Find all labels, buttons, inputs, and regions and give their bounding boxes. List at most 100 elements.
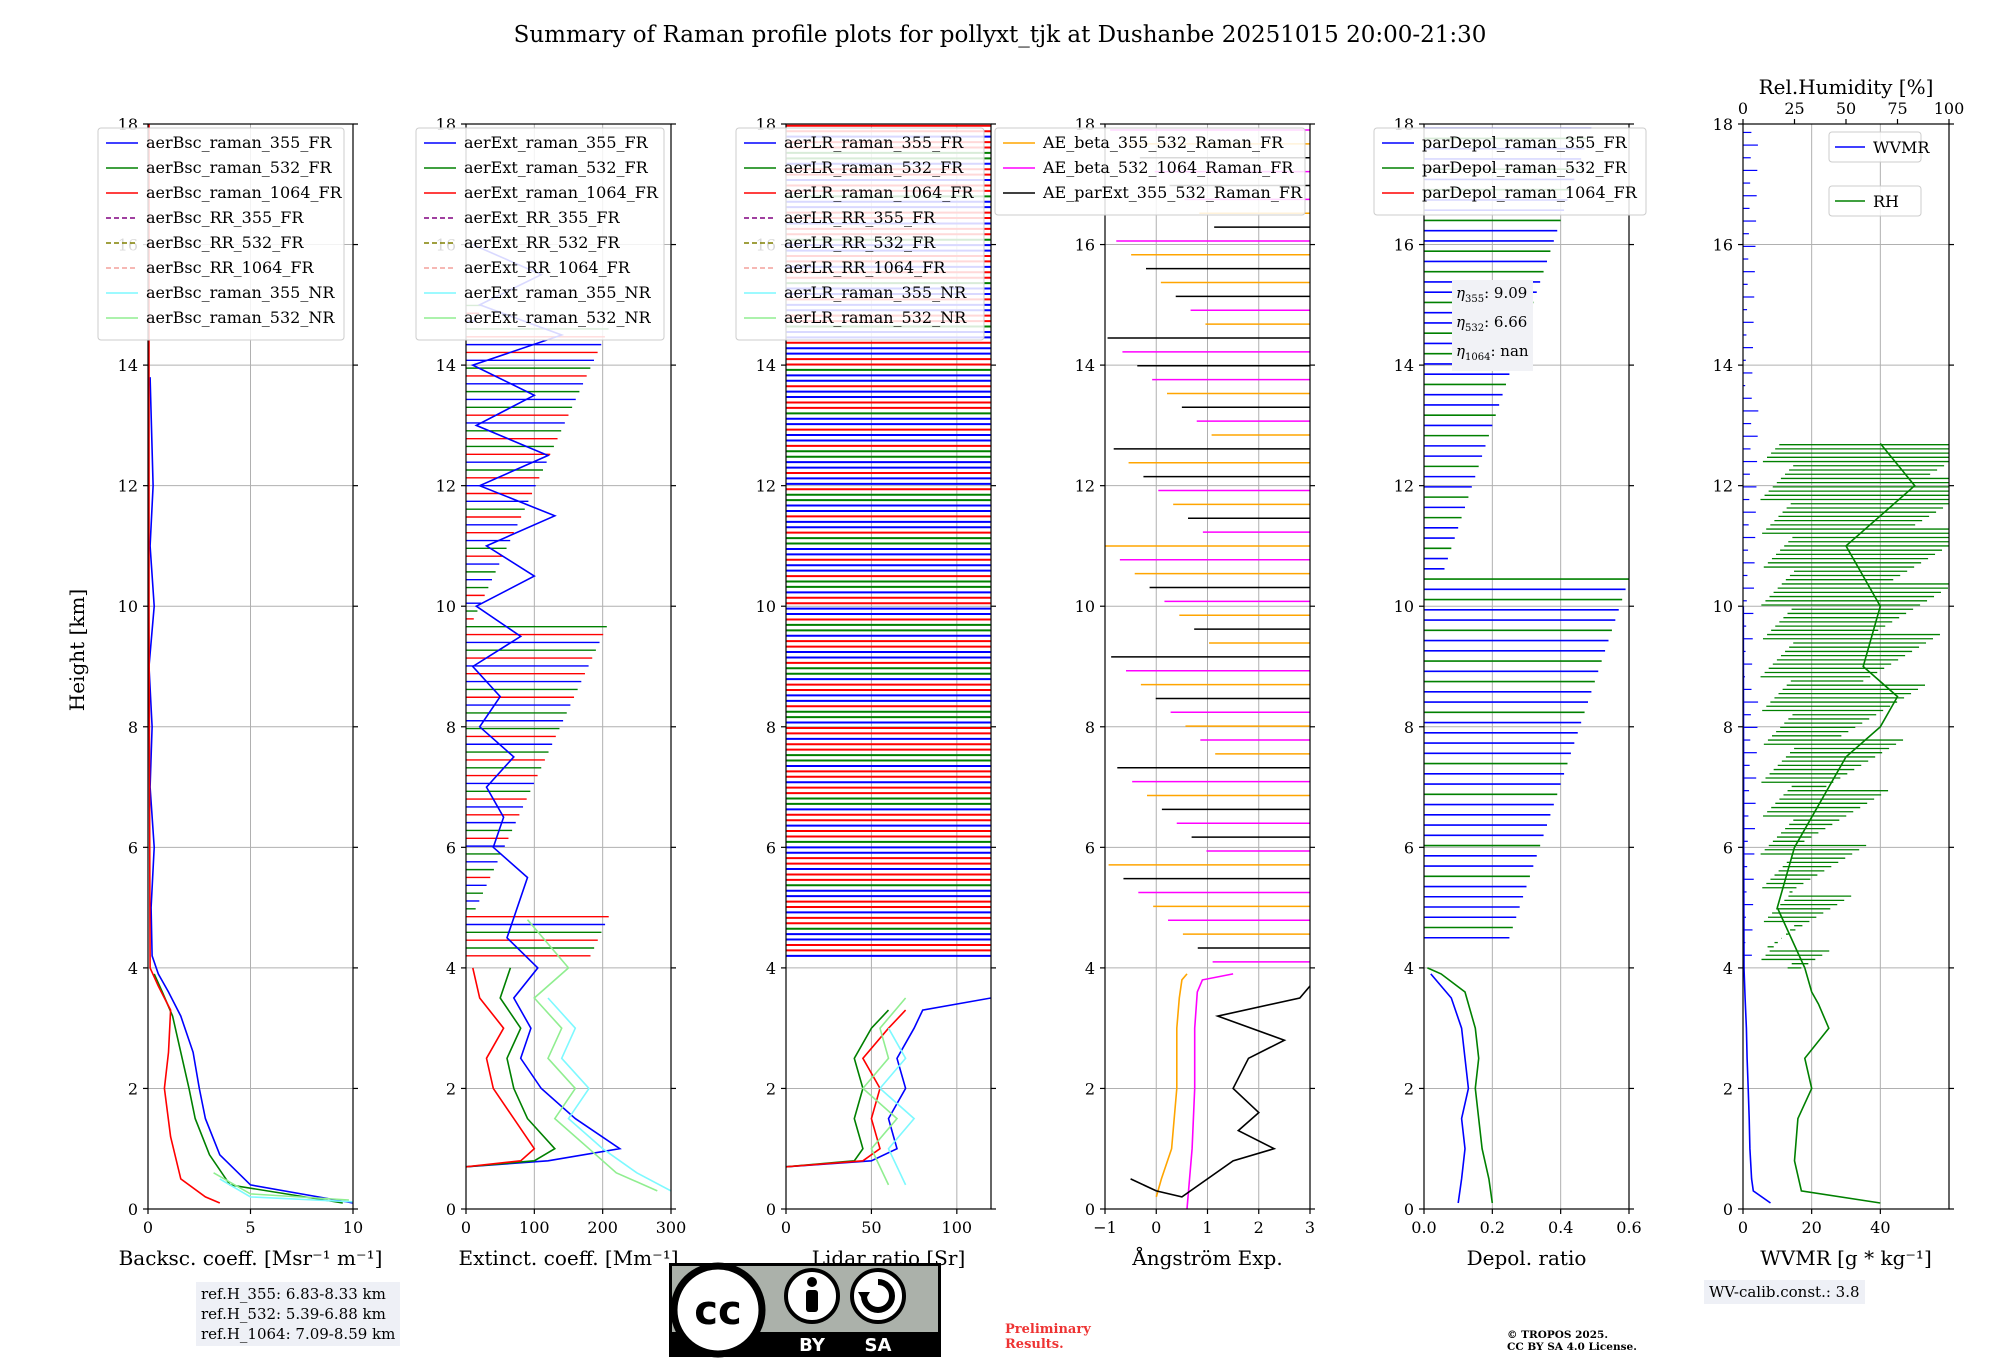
x-tick-label: 20 [1801,1218,1821,1237]
y-tick-label: 14 [1075,356,1095,375]
series-line-parDepol_raman_355_FR [1430,973,1470,1204]
eta-1064-value: nan [1500,342,1529,360]
x-tick-label: 0 [143,1218,153,1237]
ref-height-532: ref.H_532: 5.39-6.88 km [201,1305,386,1323]
eta-355-value: 9.09 [1493,284,1528,302]
eta-box: η355: 9.09 η532: 6.66 η1064: nan [1452,280,1533,371]
series-line-aerExt_raman_355_FR [466,243,622,1168]
y-tick-label: 2 [1404,1079,1414,1098]
series-line-AE_beta_355_532_Raman_FR [1155,973,1188,1198]
y-tick-label: 14 [436,356,456,375]
series-line-aerBsc_raman_355_FR [148,377,353,1204]
preliminary-note: Preliminary Results. [1005,1322,1091,1352]
series-line-aerExt_raman_532_FR [466,967,557,1168]
y-tick-label: 14 [756,356,776,375]
legend-ext: aerExt_raman_355_FR aerExt_raman_532_FRae… [415,127,665,341]
legend-box [97,127,345,341]
eta-532-value: 6.66 [1493,313,1528,331]
series-line-aerLR_raman_532_NR [861,997,907,1186]
preliminary-line-1: Preliminary [1005,1322,1091,1337]
x-axis-label: Ångström Exp. [1131,1245,1282,1270]
axes-frame [785,123,992,1210]
x-tick-label: 0.6 [1616,1218,1641,1237]
y-tick-label: 12 [1394,477,1414,496]
legend-entry: aerLR_raman_355_FR [784,133,964,152]
legend-entry: aerExt_raman_355_NR [464,283,652,302]
legend-entry: aerExt_RR_532_FR [464,233,621,252]
x-tick-label: 0.4 [1548,1218,1573,1237]
legend-wv-0: WVMR [1828,131,1930,163]
y-tick-label: 6 [766,838,776,857]
series-group [148,124,353,1204]
x-tick-label: −1 [1093,1218,1117,1237]
axes-frame [1742,123,1950,1210]
series-line-aerExt_raman_532_NR [526,919,658,1192]
panel-wv: 0 2 4 6 8 10 12 14 16 18 0 20 40 WVMR [g * kg⁻¹] 0 25 50… [1713,75,1965,1270]
legend-entry: aerExt_RR_355_FR [464,208,621,227]
y-tick-label: 4 [1085,959,1095,978]
y-tick-label: 16 [1075,236,1095,255]
page-title: Summary of Raman profile plots for polly… [513,22,1487,48]
x-tick-label: 3 [1305,1218,1315,1237]
y-tick-label: 0 [446,1200,456,1219]
ref-height-1064: ref.H_1064: 7.09-8.59 km [201,1325,396,1343]
y-tick-label: 10 [118,597,138,616]
eta-355: η355: 9.09 [1456,284,1528,305]
legend-bsc: aerBsc_raman_355_FR aerBsc_raman_532_FRae… [97,127,345,341]
legend-entry: aerLR_raman_532_NR [784,308,967,327]
legend-dep: parDepol_raman_355_FR parDepol_raman_532_… [1373,127,1647,216]
y-tick-label: 8 [446,718,456,737]
legend-lr: aerLR_raman_355_FR aerLR_raman_532_FR aerL… [735,127,985,341]
series-line-aerBsc_raman_532_NR [213,1172,349,1201]
x-tick-label: 5 [245,1218,255,1237]
y-tick-label: 8 [128,718,138,737]
legend-ae: AE_beta_355_532_Raman_FR AE_beta_532_1064… [994,127,1306,216]
y-tick-label: 0 [766,1200,776,1219]
top-x-axis-label: Rel.Humidity [%] [1759,75,1934,99]
y-tick-label: 14 [118,356,138,375]
y-tick-label: 6 [1085,838,1095,857]
legend-entry: aerExt_RR_1064_FR [464,258,631,277]
y-tick-label: 12 [436,477,456,496]
y-tick-label: 10 [1394,597,1414,616]
copyright-note: © TROPOS 2025. CC BY SA 4.0 License. [1507,1329,1637,1353]
y-tick-label: 18 [1713,115,1733,134]
y-tick-label: 10 [1713,597,1733,616]
legend-box [735,127,985,341]
legend-entry: RH [1873,192,1899,211]
wv-calib-box: WV-calib.const.: 3.8 [1704,1280,1865,1304]
series-group [466,243,671,1192]
legend-entry: AE_beta_532_1064_Raman_FR [1042,158,1294,177]
x-tick-label: 0 [1738,1218,1748,1237]
legend-entry: aerBsc_RR_532_FR [146,233,304,252]
sa-text: SA [865,1335,892,1356]
legend-entry: parDepol_raman_355_FR [1422,133,1628,152]
y-tick-label: 2 [446,1079,456,1098]
y-tick-label: 8 [1723,718,1733,737]
series-line-RH [1776,442,1916,1204]
y-tick-label: 16 [1713,236,1733,255]
y-tick-label: 8 [766,718,776,737]
y-tick-label: 2 [766,1079,776,1098]
x-tick-label: 0 [461,1218,471,1237]
y-tick-label: 16 [1394,236,1414,255]
y-tick-label: 6 [1723,838,1733,857]
legend-entry: parDepol_raman_1064_FR [1422,183,1638,202]
x-tick-label: 40 [1870,1218,1890,1237]
top-x-tick-label: 25 [1784,99,1804,118]
series-line-aerLR_raman_1064_FR [786,1009,907,1168]
legend-entry: aerExt_raman_1064_FR [464,183,659,202]
by-icon-head [807,1277,817,1287]
y-tick-label: 0 [1404,1200,1414,1219]
y-tick-label: 4 [766,959,776,978]
series-group [1743,131,1949,1204]
x-axis-label: Extinct. coeff. [Mm⁻¹] [458,1246,678,1270]
series-line-aerLR_raman_532_FR [786,1009,890,1168]
y-tick-label: 10 [756,597,776,616]
legend-entry: aerBsc_RR_355_FR [146,208,304,227]
series-line-aerBsc_raman_1064_FR [148,124,221,1204]
x-tick-label: 0 [1151,1218,1161,1237]
legend-entry: parDepol_raman_532_FR [1422,158,1628,177]
